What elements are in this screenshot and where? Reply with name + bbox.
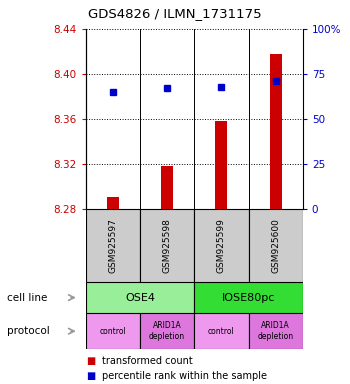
Text: ■: ■: [86, 356, 95, 366]
Bar: [215, 121, 228, 209]
Text: ARID1A
depletion: ARID1A depletion: [149, 321, 185, 341]
Text: GSM925598: GSM925598: [163, 218, 172, 273]
Text: ARID1A
depletion: ARID1A depletion: [258, 321, 294, 341]
Bar: [107, 197, 119, 209]
Bar: [161, 166, 173, 209]
Bar: [270, 54, 282, 209]
Text: GSM925600: GSM925600: [271, 218, 280, 273]
Bar: [194, 313, 248, 349]
Text: OSE4: OSE4: [125, 293, 155, 303]
Bar: [86, 313, 140, 349]
Text: GDS4826 / ILMN_1731175: GDS4826 / ILMN_1731175: [88, 7, 262, 20]
Text: percentile rank within the sample: percentile rank within the sample: [102, 371, 266, 381]
Bar: [194, 209, 248, 282]
Text: cell line: cell line: [7, 293, 47, 303]
Text: ■: ■: [86, 371, 95, 381]
Text: GSM925597: GSM925597: [108, 218, 117, 273]
Bar: [140, 209, 194, 282]
Text: GSM925599: GSM925599: [217, 218, 226, 273]
Bar: [248, 209, 303, 282]
Text: control: control: [208, 327, 235, 336]
Text: control: control: [99, 327, 126, 336]
Text: IOSE80pc: IOSE80pc: [222, 293, 275, 303]
Text: transformed count: transformed count: [102, 356, 192, 366]
Bar: [140, 313, 194, 349]
Bar: [248, 313, 303, 349]
Bar: [86, 209, 140, 282]
Bar: [194, 282, 303, 313]
Bar: [86, 282, 194, 313]
Text: protocol: protocol: [7, 326, 50, 336]
